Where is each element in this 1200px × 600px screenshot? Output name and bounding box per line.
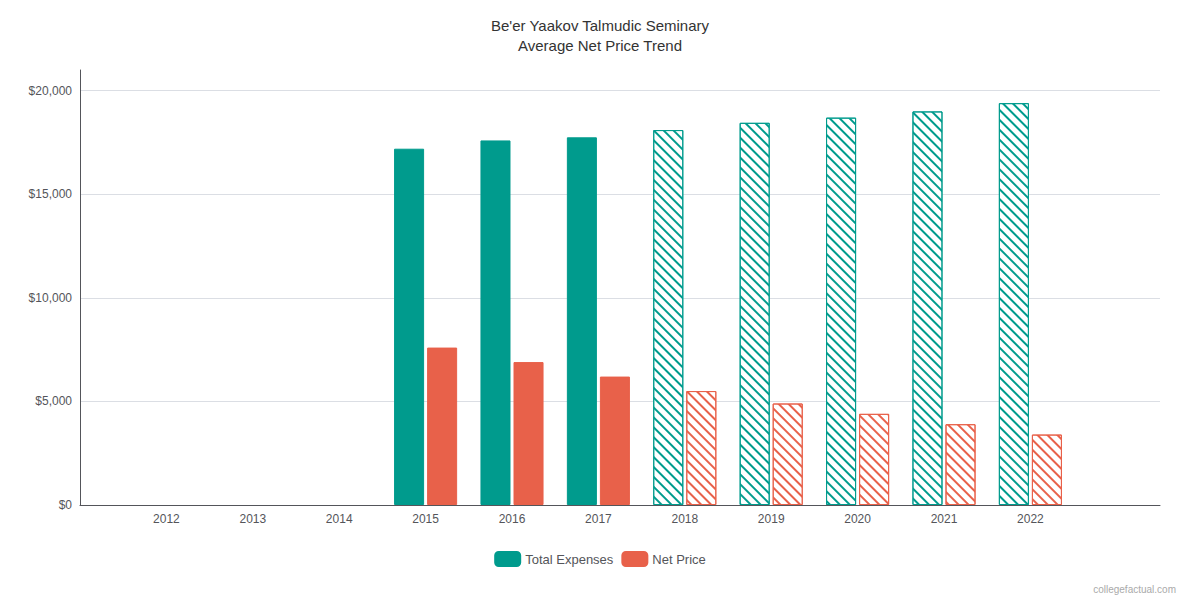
svg-text:$10,000: $10,000 xyxy=(29,291,73,305)
svg-text:collegefactual.com: collegefactual.com xyxy=(1093,584,1176,595)
svg-text:Average Net Price Trend: Average Net Price Trend xyxy=(518,37,682,54)
svg-text:2016: 2016 xyxy=(499,512,526,526)
svg-text:$0: $0 xyxy=(59,498,73,512)
svg-text:2021: 2021 xyxy=(931,512,958,526)
svg-text:2019: 2019 xyxy=(758,512,785,526)
svg-text:2015: 2015 xyxy=(412,512,439,526)
svg-text:2012: 2012 xyxy=(153,512,180,526)
svg-text:2018: 2018 xyxy=(671,512,698,526)
svg-text:Total Expenses: Total Expenses xyxy=(525,552,614,567)
svg-text:Net Price: Net Price xyxy=(652,552,705,567)
svg-text:2022: 2022 xyxy=(1017,512,1044,526)
svg-text:2020: 2020 xyxy=(844,512,871,526)
svg-text:2014: 2014 xyxy=(326,512,353,526)
svg-text:2013: 2013 xyxy=(239,512,266,526)
svg-text:Be'er Yaakov Talmudic Seminary: Be'er Yaakov Talmudic Seminary xyxy=(491,17,709,34)
svg-text:$20,000: $20,000 xyxy=(29,84,73,98)
svg-text:$5,000: $5,000 xyxy=(35,394,72,408)
svg-text:2017: 2017 xyxy=(585,512,612,526)
svg-text:$15,000: $15,000 xyxy=(29,187,73,201)
